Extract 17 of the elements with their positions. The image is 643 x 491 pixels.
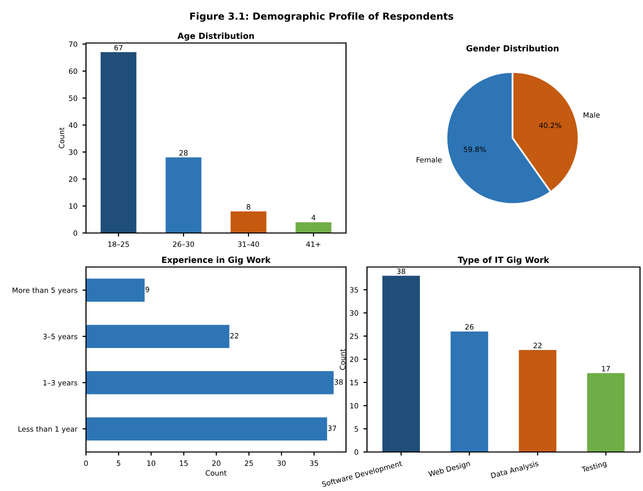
caption: Figure 3.1: Demographic Profile of Respondents [190,12,454,22]
bar [86,278,145,302]
chart-title: Experience in Gig Work [162,256,271,265]
chart-title: Type of IT Gig Work [458,256,550,265]
bar [296,222,332,233]
bar [166,157,202,233]
bar [587,373,625,452]
bar [230,211,266,233]
bar [86,417,328,440]
bar [382,276,420,452]
chart-title: Gender Distribution [466,45,558,52]
bar [450,331,488,452]
bar [86,371,334,394]
bar [518,350,556,452]
chart-title: Age Distribution [178,32,254,41]
bar [100,52,136,233]
bar [86,324,230,348]
